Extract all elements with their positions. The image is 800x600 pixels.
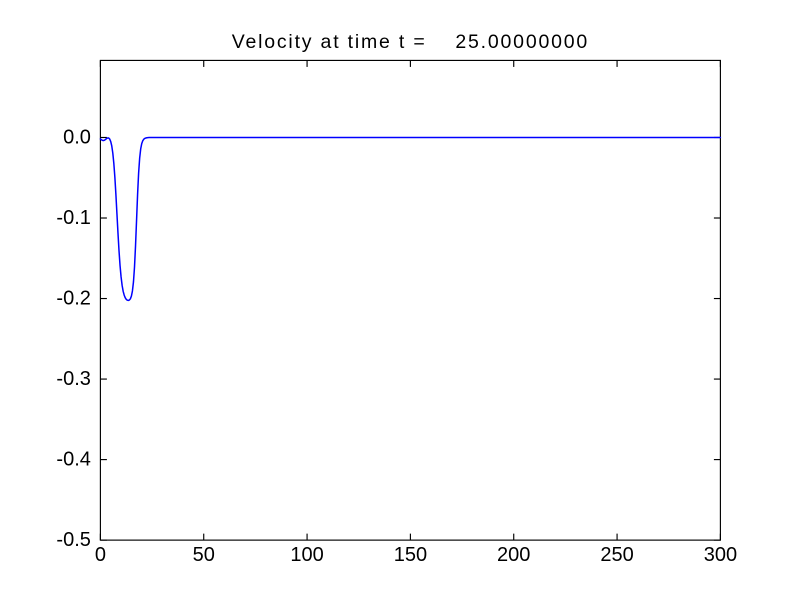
svg-text:200: 200 (497, 544, 530, 566)
svg-text:-0.2: -0.2 (56, 288, 90, 310)
svg-text:-0.1: -0.1 (56, 207, 90, 229)
svg-text:50: 50 (193, 544, 215, 566)
svg-text:250: 250 (600, 544, 633, 566)
svg-text:0.0: 0.0 (63, 126, 91, 148)
svg-text:100: 100 (290, 544, 323, 566)
svg-text:Velocity at time t = 25.000: Velocity at time t = 25.00000000 (232, 31, 589, 53)
svg-text:150: 150 (394, 544, 427, 566)
svg-text:-0.3: -0.3 (56, 368, 90, 390)
svg-text:0: 0 (95, 544, 106, 566)
svg-text:300: 300 (704, 544, 737, 566)
svg-text:-0.4: -0.4 (56, 449, 90, 471)
svg-text:-0.5: -0.5 (56, 529, 90, 551)
